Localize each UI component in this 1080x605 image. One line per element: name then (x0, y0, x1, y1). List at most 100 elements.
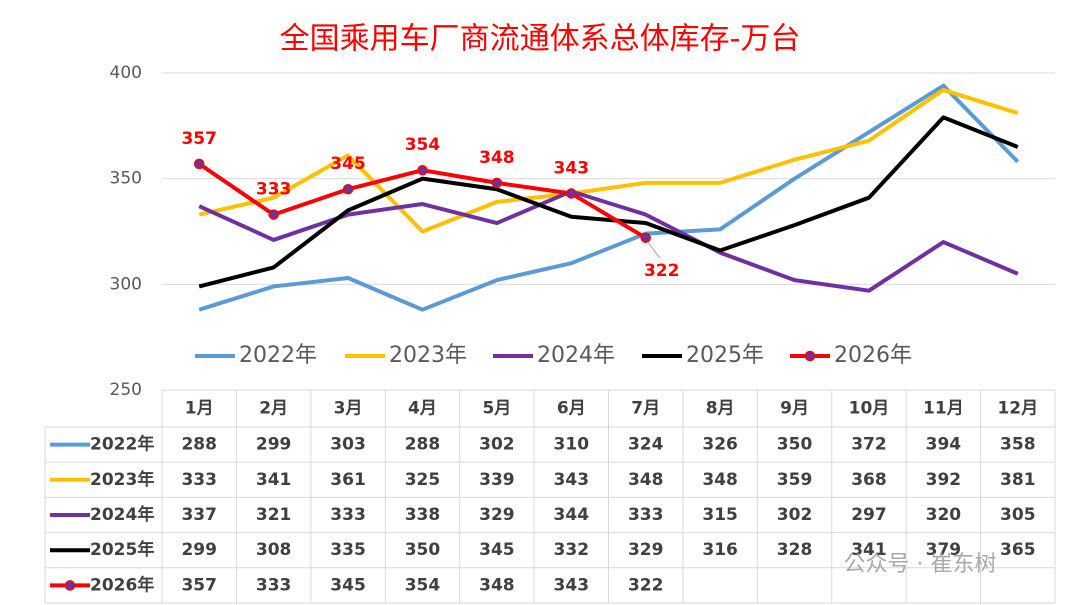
table-cell: 297 (851, 505, 887, 525)
table-cell: 332 (554, 540, 590, 560)
chart-title: 全国乘用车厂商流通体系总体库存-万台 (280, 22, 801, 57)
x-tick-label: 1月 (185, 399, 214, 419)
table-cell: 305 (1000, 505, 1036, 525)
data-label: 322 (644, 261, 680, 281)
table-cell: 333 (330, 505, 366, 525)
series-line (198, 87, 1019, 234)
table-cell: 372 (851, 435, 887, 455)
y-tick-label: 350 (110, 169, 142, 189)
marker (640, 232, 651, 244)
marker (566, 188, 577, 199)
x-tick-label: 5月 (482, 399, 511, 419)
y-tick-label: 400 (110, 63, 142, 83)
legend-marker (804, 350, 816, 362)
data-label: 343 (554, 158, 590, 178)
marker (193, 158, 205, 170)
marker (268, 209, 279, 220)
table-cell: 348 (702, 470, 738, 490)
table-row-label: 2025年 (90, 539, 154, 560)
table-cell: 315 (702, 505, 738, 525)
table-row-label: 2023年 (90, 469, 154, 490)
x-tick-label: 2月 (259, 399, 288, 419)
table-cell: 361 (330, 470, 366, 490)
data-label: 345 (330, 154, 366, 174)
table-cell: 394 (926, 435, 962, 455)
legend-label: 2023年 (389, 343, 467, 368)
y-tick-label: 300 (110, 274, 142, 294)
table-cell: 348 (479, 575, 515, 595)
table-row-label: 2022年 (90, 434, 154, 455)
table-cell: 392 (926, 470, 962, 490)
table-cell: 326 (702, 435, 738, 455)
table-cell: 348 (628, 470, 664, 490)
table-cell: 310 (554, 435, 590, 455)
table-cell: 345 (479, 540, 515, 560)
table-cell: 337 (181, 505, 217, 525)
table-cell: 316 (702, 540, 738, 560)
table-cell: 344 (554, 505, 590, 525)
series-line (198, 115, 1019, 289)
legend-label: 2024年 (537, 343, 615, 368)
marker (491, 177, 503, 189)
x-tick-label: 6月 (557, 399, 586, 419)
table-cell: 381 (1000, 470, 1036, 490)
table-cell: 322 (628, 575, 664, 595)
data-label: 348 (479, 148, 515, 168)
table-cell: 343 (554, 575, 590, 595)
table-cell: 321 (256, 505, 292, 525)
table-cell: 320 (926, 505, 962, 525)
marker (342, 183, 354, 195)
table-cell: 345 (330, 575, 366, 595)
table-cell: 379 (926, 540, 962, 560)
table-cell: 341 (256, 470, 292, 490)
x-tick-label: 11月 (923, 399, 964, 419)
table-cell: 299 (181, 540, 217, 560)
data-label: 357 (181, 129, 217, 149)
table-cell: 333 (181, 470, 217, 490)
table-cell: 333 (628, 505, 664, 525)
table-cell: 359 (777, 470, 813, 490)
table-cell: 303 (330, 435, 366, 455)
table-cell: 328 (777, 540, 813, 560)
x-tick-label: 10月 (849, 399, 890, 419)
table-cell: 354 (405, 575, 441, 595)
series-line (198, 83, 1020, 312)
table-cell: 365 (1000, 540, 1036, 560)
table-row-label: 2026年 (90, 574, 154, 595)
table-cell: 343 (554, 470, 590, 490)
legend-label: 2026年 (834, 343, 912, 368)
table-cell: 338 (405, 505, 441, 525)
table-cell: 288 (405, 435, 441, 455)
x-tick-label: 3月 (334, 399, 363, 419)
leader-line (647, 241, 661, 259)
marker (417, 164, 428, 176)
table-cell: 368 (851, 470, 887, 490)
table-key-marker (64, 580, 76, 591)
table-cell: 329 (479, 505, 515, 525)
legend-label: 2022年 (239, 343, 317, 368)
x-tick-label: 4月 (408, 399, 437, 419)
table-cell: 350 (777, 435, 813, 455)
table-cell: 357 (181, 575, 217, 595)
table-row-label: 2024年 (90, 504, 154, 525)
table-cell: 339 (479, 470, 515, 490)
table-cell: 302 (777, 505, 813, 525)
table-cell: 341 (851, 540, 887, 560)
table-cell: 299 (256, 435, 292, 455)
legend-label: 2025年 (686, 343, 764, 368)
x-tick-label: 9月 (780, 399, 809, 419)
data-label: 354 (405, 135, 441, 155)
table-cell: 288 (181, 435, 217, 455)
data-label: 333 (256, 180, 292, 200)
table-cell: 329 (628, 540, 664, 560)
y-tick-label: 250 (110, 380, 142, 400)
table-cell: 324 (628, 435, 664, 455)
x-tick-label: 8月 (706, 399, 735, 419)
table-cell: 358 (1000, 435, 1036, 455)
table-cell: 350 (405, 540, 441, 560)
table-cell: 335 (330, 540, 366, 560)
x-tick-label: 7月 (631, 399, 660, 419)
table-cell: 302 (479, 435, 515, 455)
